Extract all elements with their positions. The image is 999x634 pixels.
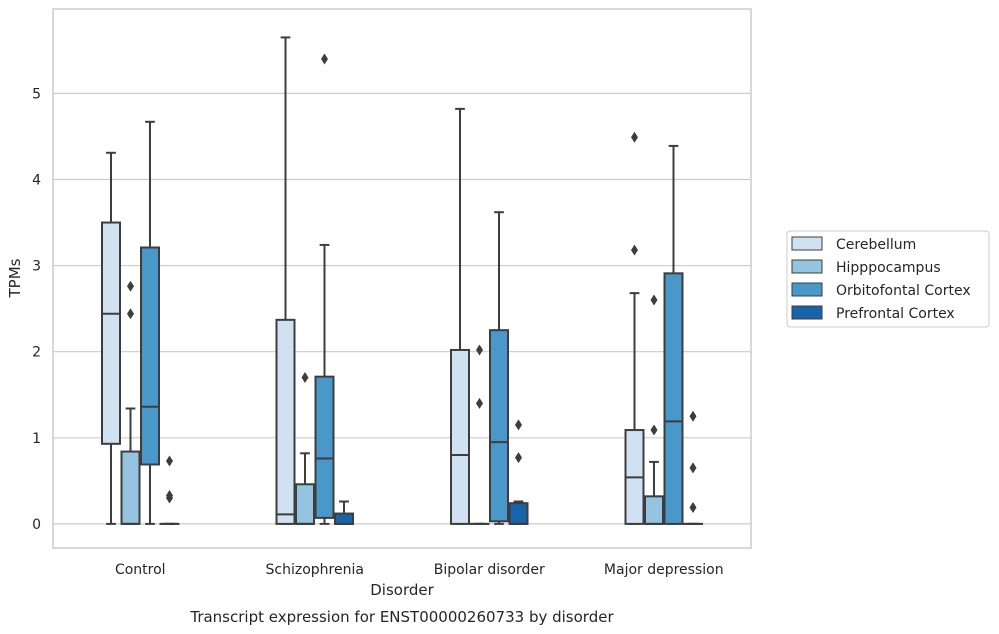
box-orbitofontal-cortex-0 — [140, 120, 160, 525]
box-body — [120, 450, 141, 525]
box-hipppocampus-1 — [295, 372, 315, 525]
y-axis-title: TPMs — [6, 258, 24, 298]
outlier-point-1 — [476, 344, 483, 356]
plot-frame — [52, 8, 752, 549]
x-axis-title: Disorder — [370, 581, 434, 599]
outlier-point-0 — [650, 424, 658, 436]
x-tick-labels: Control Schizophrenia Bipolar disorder Majo… — [115, 562, 724, 578]
box-orbitofontal-cortex-1 — [314, 53, 335, 525]
outlier-point-1 — [650, 294, 658, 306]
legend-label-orbitofontal-cortex: Orbitofontal Cortex — [836, 283, 971, 299]
legend: Cerebellum Hipppocampus Orbitofontal Corte… — [786, 230, 990, 328]
box-body — [140, 246, 160, 466]
box-body — [508, 502, 529, 525]
y-tick-label-0: 0 — [32, 517, 41, 533]
box-cerebellum-2 — [450, 107, 470, 525]
box-prefrontal-cortex-2 — [508, 419, 529, 525]
box-prefrontal-cortex-1 — [334, 500, 354, 525]
box-cerebellum-3 — [624, 131, 645, 525]
box-body — [314, 375, 335, 519]
outlier-point-0 — [631, 244, 638, 256]
box-body — [644, 495, 664, 525]
outlier-point-0 — [301, 372, 309, 384]
x-tick-label-bipolar-disorder: Bipolar disorder — [434, 562, 545, 578]
legend-swatch-orbitofontal-cortex — [791, 282, 823, 297]
outlier-point-2 — [166, 455, 173, 467]
box-body — [334, 512, 354, 525]
y-tick-label-2: 2 — [32, 345, 41, 361]
y-tick-labels: 0 1 2 3 4 5 — [32, 86, 41, 533]
legend-swatch-hipppocampus — [791, 259, 823, 274]
outlier-point-0 — [321, 53, 328, 65]
box-hipppocampus-2 — [469, 344, 490, 525]
y-tick-label-4: 4 — [32, 172, 41, 188]
legend-label-prefrontal-cortex: Prefrontal Cortex — [836, 306, 955, 322]
outlier-point-1 — [515, 419, 522, 431]
box-cerebellum-1 — [275, 36, 296, 525]
outlier-point-1 — [631, 131, 638, 143]
legend-label-hipppocampus: Hipppocampus — [836, 260, 941, 276]
y-tick-label-1: 1 — [32, 431, 41, 447]
outlier-point-0 — [127, 308, 134, 320]
outlier-point-1 — [689, 462, 697, 474]
y-tick-label-5: 5 — [32, 86, 41, 102]
box-body — [275, 318, 296, 525]
outlier-point-0 — [515, 452, 522, 464]
box-body — [450, 348, 470, 525]
x-tick-label-major-depression: Major depression — [604, 562, 724, 578]
box-body — [295, 483, 315, 525]
box-hipppocampus-0 — [120, 280, 141, 525]
outlier-point-0 — [476, 397, 483, 409]
box-orbitofontal-cortex-3 — [663, 144, 684, 525]
outlier-point-1 — [127, 280, 134, 292]
x-tick-label-schizophrenia: Schizophrenia — [266, 562, 364, 578]
legend-frame — [786, 230, 990, 328]
legend-swatch-cerebellum — [791, 236, 823, 251]
legend-swatch-prefrontal-cortex — [791, 305, 823, 320]
box-body — [663, 272, 684, 525]
outlier-point-2 — [689, 410, 697, 422]
box-plots — [101, 36, 703, 525]
box-body — [101, 221, 121, 445]
outlier-point-0 — [689, 502, 697, 514]
chart-caption: Transcript expression for ENST0000026073… — [189, 608, 614, 626]
box-cerebellum-0 — [101, 151, 121, 525]
legend-label-cerebellum: Cerebellum — [836, 237, 916, 253]
x-tick-label-control: Control — [115, 562, 166, 578]
box-orbitofontal-cortex-2 — [489, 211, 509, 525]
box-prefrontal-cortex-0 — [159, 455, 180, 525]
box-prefrontal-cortex-3 — [683, 410, 703, 525]
box-hipppocampus-3 — [644, 294, 664, 525]
outlier-point-1 — [166, 489, 173, 501]
y-tick-label-3: 3 — [32, 259, 41, 275]
box-body — [489, 329, 509, 523]
